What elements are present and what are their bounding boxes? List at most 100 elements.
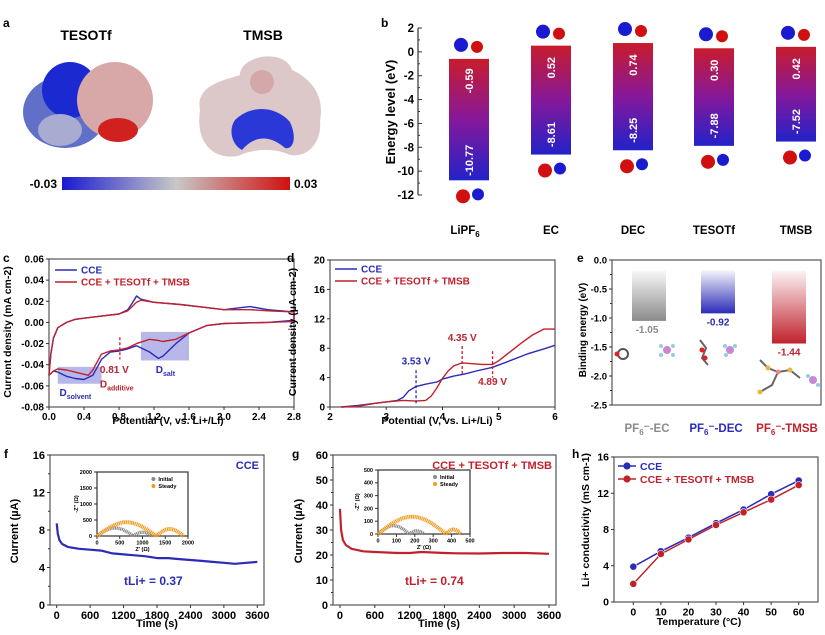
x-tick-label: 2.8 [287,412,301,423]
orbital-lumo-icon [471,40,483,53]
panel-c: c Current density (mA cm-2) Potential (V… [2,251,301,427]
x-tick-label: 3600 [537,610,561,622]
y-tick-label: -10 [397,166,414,178]
x-tick-label: 0 [630,607,636,619]
binding-bar [701,270,735,314]
inset-x-label: Z' (Ω) [135,547,149,553]
x-tick-label: 1.2 [147,412,161,423]
category-label: TMSB [780,225,813,237]
y-tick-label: -2.0 [591,371,607,382]
category-label: LiPF6 [450,225,480,239]
panel-label-h: h [572,447,579,461]
value-label: -1.05 [636,325,659,336]
impedance-initial [376,524,411,536]
legend-marker [623,462,631,470]
category-label: DEC [621,225,645,237]
molecule-title-tesotf: TESOTf [60,27,112,43]
impedance-initial [132,530,153,538]
homo-label: -8.25 [628,118,640,143]
annotation-d-solvent: Dsolvent [60,388,92,401]
y-axis-label: Current (µA) [9,498,21,563]
value-label: -1.44 [778,348,801,359]
legend-label-initial: Initial [440,475,455,481]
y-tick-label: 0 [39,600,45,612]
esp-surface-tesotf [23,62,153,148]
legend-label-cce: CCE [640,461,662,473]
legend-marker [623,475,631,483]
y-tick-label: 50 [316,475,328,487]
y-tick-label: 500 [364,468,373,474]
legend-marker [151,484,156,488]
y-tick-label: -0.5 [591,284,608,295]
y-tick-label: 8 [39,525,45,537]
lumo-label: 0.74 [628,53,640,75]
y-tick-label: -2 [404,71,414,83]
orbital-homo-icon [538,163,552,178]
data-point [629,579,638,588]
data-point [794,481,803,489]
category-label: PF6⁻-EC [624,423,669,437]
orbital-lumo-icon [454,37,468,52]
homo-label: -8.61 [546,122,558,147]
x-tick-label: 500 [115,541,124,547]
y-tick-label: 0.02 [25,297,45,308]
panel-label-g: g [292,447,299,461]
esp-surface-tmsb [199,56,321,157]
x-tick-label: 3000 [502,610,526,622]
x-axis-label: Potential (V, vs. Li+/Li) [112,415,223,427]
y-tick-label: -0.06 [21,381,44,392]
binding-bar [772,270,806,344]
homo-label: -7.52 [791,109,803,134]
x-tick-label: 2400 [467,610,491,622]
energy-bar [449,58,489,181]
lumo-label: 0.30 [709,60,721,81]
plot-frame [48,258,295,408]
legend-label-cce-additive: CCE + TESOTf + TMSB [81,278,190,289]
y-tick-label: 500 [83,518,92,524]
y-tick-label: 8 [319,344,325,355]
series-line-cce [55,523,258,565]
y-tick-label: -8 [404,142,415,154]
x-tick-label: 1200 [111,610,135,622]
x-tick-label: 30 [710,607,722,619]
x-tick-label: 2000 [182,541,194,547]
x-axis-label: Time (s) [136,618,178,630]
y-tick-label: -1.5 [591,342,608,353]
orbital-lumo-icon [618,22,632,37]
lumo-label: 0.42 [791,58,803,79]
orbital-lumo-icon [716,30,728,43]
series-line-cce-additive [338,508,550,555]
y-tick-label: -1.0 [591,313,607,324]
orbital-homo-icon [701,154,715,169]
y-tick-label: 16 [314,285,326,296]
colorbar [62,177,290,190]
data-point [739,508,748,517]
orbital-lumo-icon [798,28,810,41]
x-tick-label: 20 [683,607,695,619]
transference-number-label: tLi+ = 0.74 [405,574,464,588]
y-tick-label: 0 [319,403,325,414]
x-tick-label: 3000 [212,610,236,622]
x-tick-label: 2400 [178,610,202,622]
y-axis-label: Current density (µA cm-2) [287,268,299,396]
x-tick-label: 0 [376,539,379,545]
x-tick-label: 0.4 [77,412,91,423]
panel-label-f: f [4,447,9,461]
x-tick-label: 1800 [432,610,456,622]
y-tick-label: 0 [89,534,92,540]
y-tick-label: 8 [603,524,609,536]
panel-label-c: c [3,251,10,265]
colorbar-min-label: -0.03 [30,177,58,191]
y-tick-label: 0 [603,597,609,609]
y-axis-label: Current density (mA cm-2) [2,266,14,397]
y-axis-label: Current (µA) [293,498,305,563]
annotation-3-53v: 3.53 V [402,356,431,367]
y-tick-label: 0 [370,532,373,538]
y-tick-label: 2 [408,23,414,35]
y-tick-label: 0 [408,47,414,59]
energy-bar [776,46,816,142]
y-tick-label: 1500 [80,486,92,492]
y-tick-label: 4 [39,562,46,574]
x-tick-label: 0 [337,610,343,622]
x-tick-label: 1000 [136,541,148,547]
